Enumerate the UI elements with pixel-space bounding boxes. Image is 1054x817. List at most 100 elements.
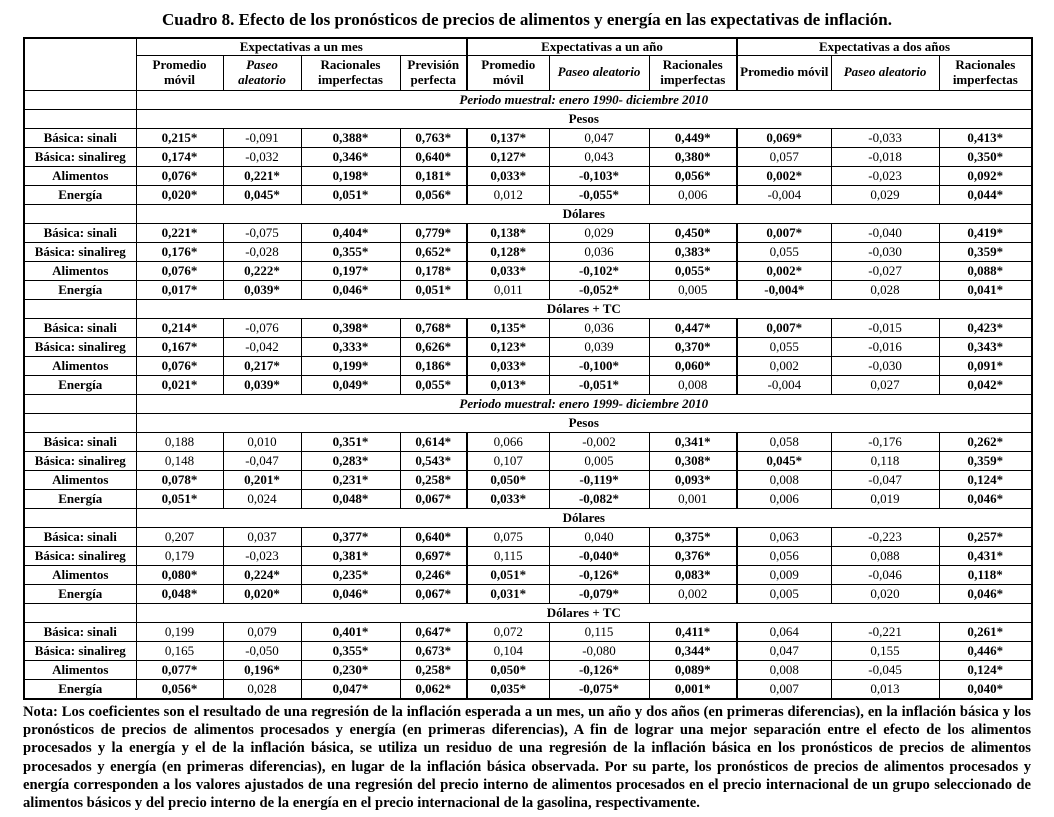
value-cell: 0,076* (135, 165, 224, 186)
value-cell: 0,351* (300, 431, 401, 452)
value-cell: 0,063 (736, 526, 832, 547)
value-cell: 0,041* (938, 279, 1033, 300)
block-row: Dólares + TC (23, 298, 1033, 319)
period-row: Periodo muestral: enero 1999- diciembre … (23, 393, 1033, 414)
row-label: Energía (23, 678, 137, 700)
header-columns-row: Promedio móvil Paseo aleatorio Racionales … (24, 54, 1033, 91)
row-label: Básica: sinalireg (23, 146, 137, 167)
value-cell: 0,007* (736, 317, 832, 338)
value-cell: 0,217* (222, 355, 302, 376)
value-cell: 0,118 (830, 450, 940, 471)
value-cell: 0,008 (648, 374, 738, 395)
value-cell: 0,543* (399, 450, 468, 471)
value-cell: -0,079* (548, 583, 650, 604)
value-cell: 0,381* (300, 545, 401, 566)
value-cell: 0,056 (736, 545, 832, 566)
value-cell: 0,258* (399, 469, 468, 490)
value-cell: 0,199* (300, 355, 401, 376)
table-row: Energía 0,017* 0,039* 0,046* 0,051* 0,011 -0,0… (23, 279, 1033, 300)
row-label: Alimentos (23, 469, 137, 490)
value-cell: 0,148 (135, 450, 224, 471)
value-cell: 0,343* (938, 336, 1033, 357)
value-cell: 0,046* (300, 279, 401, 300)
value-cell: 0,197* (300, 260, 401, 281)
value-cell: 0,341* (648, 431, 738, 452)
value-cell: 0,446* (938, 640, 1033, 661)
value-cell: 0,115 (466, 545, 550, 566)
value-cell: 0,047 (736, 640, 832, 661)
value-cell: -0,030 (830, 355, 940, 376)
table-title: Cuadro 8. Efecto de los pronósticos de p… (161, 10, 893, 29)
value-cell: 0,115 (548, 621, 650, 642)
value-cell: -0,075* (548, 678, 650, 700)
value-cell: 0,047 (548, 127, 650, 148)
value-cell: 0,072 (466, 621, 550, 642)
value-cell: 0,413* (938, 127, 1033, 148)
row-label: Alimentos (23, 260, 137, 281)
value-cell: -0,040 (830, 222, 940, 243)
value-cell: 0,128* (466, 241, 550, 262)
value-cell: 0,697* (399, 545, 468, 566)
value-cell: 0,002* (736, 165, 832, 186)
table-row: Alimentos 0,076* 0,217* 0,199* 0,186* 0,033* -… (23, 355, 1033, 376)
row-label: Básica: sinali (23, 526, 137, 547)
value-cell: 0,230* (300, 659, 401, 680)
value-cell: 0,007 (736, 678, 832, 700)
row-label-empty (23, 602, 137, 623)
column-header: Paseo aleatorio (830, 54, 940, 91)
value-cell: 0,283* (300, 450, 401, 471)
value-cell: 0,221* (222, 165, 302, 186)
value-cell: 0,055* (648, 260, 738, 281)
value-cell: 0,048* (300, 488, 401, 509)
value-cell: 0,419* (938, 222, 1033, 243)
row-label: Energía (23, 279, 137, 300)
value-cell: 0,155 (830, 640, 940, 661)
row-label: Energía (23, 184, 137, 205)
table-row: Básica: sinalireg 0,148 -0,047 0,283* 0,543*… (23, 450, 1033, 471)
value-cell: 0,333* (300, 336, 401, 357)
value-cell: 0,118* (938, 564, 1033, 585)
value-cell: 0,188 (135, 431, 224, 452)
value-cell: 0,021* (135, 374, 224, 395)
value-cell: 0,246* (399, 564, 468, 585)
value-cell: 0,036 (548, 317, 650, 338)
value-cell: 0,449* (648, 127, 738, 148)
value-cell: -0,032 (222, 146, 302, 167)
value-cell: 0,045* (222, 184, 302, 205)
value-cell: 0,308* (648, 450, 738, 471)
value-cell: -0,004 (736, 374, 832, 395)
value-cell: -0,018 (830, 146, 940, 167)
value-cell: 0,186* (399, 355, 468, 376)
value-cell: 0,640* (399, 146, 468, 167)
row-label-empty (23, 203, 137, 224)
value-cell: 0,174* (135, 146, 224, 167)
value-cell: -0,055* (548, 184, 650, 205)
value-cell: 0,037 (222, 526, 302, 547)
value-cell: 0,051* (466, 564, 550, 585)
value-cell: -0,082* (548, 488, 650, 509)
table-row: Básica: sinali 0,188 0,010 0,351* 0,614* 0,06… (23, 431, 1033, 452)
value-cell: -0,046 (830, 564, 940, 585)
row-label: Básica: sinalireg (23, 336, 137, 357)
value-cell: 0,024 (222, 488, 302, 509)
table-row: Básica: sinalireg 0,176* -0,028 0,355* 0,652… (23, 241, 1033, 262)
value-cell: 0,077* (135, 659, 224, 680)
value-cell: 0,002* (736, 260, 832, 281)
value-cell: -0,030 (830, 241, 940, 262)
block-row: Dólares (23, 507, 1033, 528)
value-cell: -0,075 (222, 222, 302, 243)
value-cell: 0,359* (938, 450, 1033, 471)
value-cell: 0,673* (399, 640, 468, 661)
row-label-empty (23, 507, 137, 528)
value-cell: 0,355* (300, 640, 401, 661)
table-row: Alimentos 0,076* 0,221* 0,198* 0,181* 0,033* -… (23, 165, 1033, 186)
value-cell: 0,076* (135, 260, 224, 281)
value-cell: 0,763* (399, 127, 468, 148)
column-header: Promedio móvil (135, 54, 224, 91)
value-cell: 0,377* (300, 526, 401, 547)
value-cell: 0,411* (648, 621, 738, 642)
value-cell: 0,056* (135, 678, 224, 700)
value-cell: 0,380* (648, 146, 738, 167)
value-cell: 0,355* (300, 241, 401, 262)
value-cell: 0,231* (300, 469, 401, 490)
